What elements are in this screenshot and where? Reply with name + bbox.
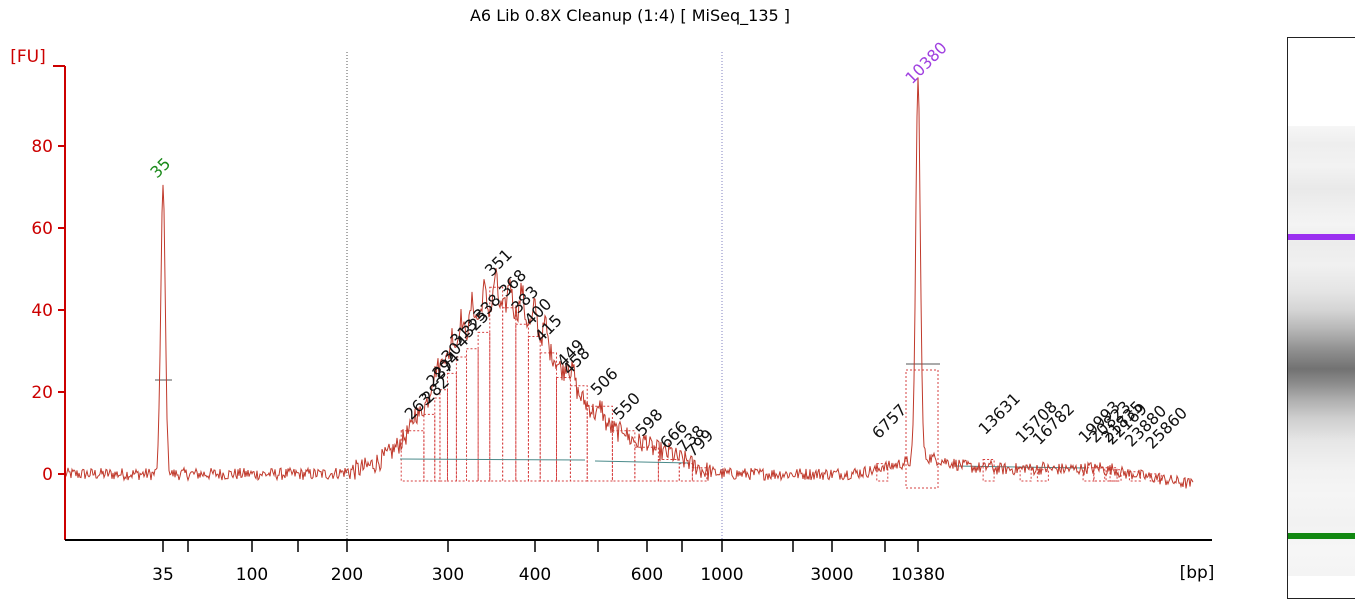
marker-label: 35 <box>146 154 174 182</box>
peak-region <box>423 413 436 482</box>
y-axis-label: [FU] <box>10 47 46 67</box>
baseline-track <box>399 458 586 461</box>
x-tick-label: 3000 <box>810 565 853 585</box>
gel-lane <box>1288 126 1355 576</box>
peak-region <box>982 459 995 482</box>
peak-label: 6757 <box>868 400 910 442</box>
gel-lower-marker-band <box>1288 533 1355 539</box>
peak-region <box>1036 469 1049 482</box>
y-tick-label: 40 <box>31 301 53 321</box>
x-tick-label: 1000 <box>700 565 743 585</box>
peak-region <box>556 377 571 482</box>
peak-region <box>439 389 448 482</box>
gel-image <box>1287 37 1355 599</box>
trace-layer <box>64 77 1194 489</box>
axes: 0 20 40 60 80 35 100 200 300 400 600 1000 3000 10380 <box>31 65 1212 585</box>
peak-region <box>657 459 680 482</box>
peak-region <box>876 463 889 482</box>
x-tick-label: 100 <box>236 565 268 585</box>
gel-upper-marker-band <box>1288 234 1355 240</box>
marker-label: 10380 <box>901 38 950 87</box>
x-tick-label: 400 <box>519 565 551 585</box>
peak-region <box>477 331 491 482</box>
y-tick-label: 60 <box>31 219 53 239</box>
signal-trace <box>64 77 1194 489</box>
x-tick-label: 300 <box>432 565 464 585</box>
peak-region <box>678 463 693 482</box>
peak-region <box>1128 471 1141 482</box>
x-tick-label: 600 <box>631 565 663 585</box>
reference-lines <box>346 52 723 540</box>
peak-region <box>434 397 441 482</box>
x-axis-label: [bp] <box>1180 563 1215 583</box>
peak-region <box>466 348 479 482</box>
chart-title: A6 Lib 0.8X Cleanup (1:4) [ MiSeq_135 ] <box>470 6 790 26</box>
peak-region <box>634 446 659 482</box>
peak-region <box>502 307 517 482</box>
peak-region <box>611 430 636 482</box>
x-tick-label: 10380 <box>891 565 945 585</box>
y-tick-label: 80 <box>31 137 53 157</box>
peak-labels: 2632822872943043133253383513683834004154… <box>146 38 1191 460</box>
y-tick-label: 0 <box>42 465 53 485</box>
baseline-track <box>594 460 691 464</box>
peak-region <box>586 405 613 482</box>
peak-region <box>515 323 529 482</box>
x-tick-label: 200 <box>331 565 363 585</box>
y-tick-label: 20 <box>31 383 53 403</box>
peak-region <box>539 352 558 482</box>
peak-label: 506 <box>587 364 622 399</box>
peak-region <box>455 356 468 482</box>
peak-regions <box>155 286 1162 489</box>
x-tick-label: 35 <box>152 565 174 585</box>
peak-region <box>691 467 708 482</box>
peak-region <box>446 372 457 482</box>
peak-region <box>400 430 425 482</box>
